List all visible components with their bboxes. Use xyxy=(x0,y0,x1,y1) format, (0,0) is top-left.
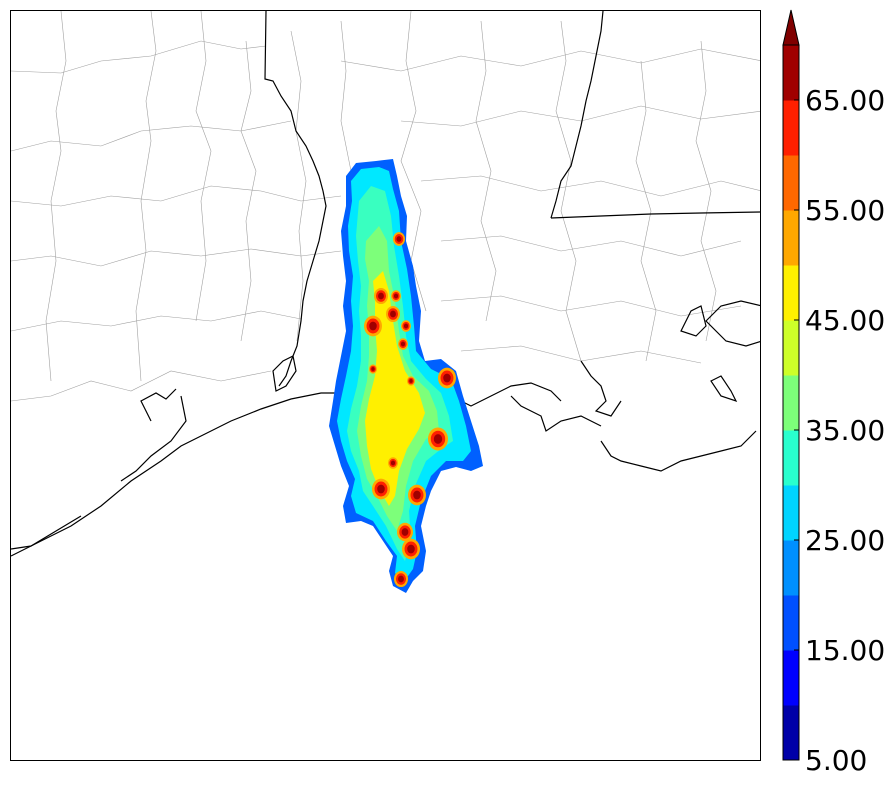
colorbar-tick-label: 65.00 xyxy=(805,84,885,117)
colorbar-tick-labels: 5.00 15.00 25.00 35.00 45.00 55.00 65.00 xyxy=(805,84,885,777)
reflectivity-field xyxy=(329,159,483,593)
county-boundaries xyxy=(11,11,760,402)
storm-cell xyxy=(390,310,396,318)
storm-cell xyxy=(398,575,404,583)
colorbar-band xyxy=(783,375,799,431)
colorbar-frame xyxy=(782,44,800,761)
colorbar-tick-label: 35.00 xyxy=(805,414,885,447)
colorbar: 5.00 15.00 25.00 35.00 45.00 55.00 65.00 xyxy=(782,9,885,777)
colorbar-band xyxy=(783,705,799,761)
storm-cell xyxy=(396,236,402,242)
colorbar-ticks xyxy=(794,99,799,761)
storm-cell xyxy=(413,490,421,500)
colorbar-tick-label: 15.00 xyxy=(805,634,885,667)
colorbar-tick-label: 25.00 xyxy=(805,524,885,557)
storm-cell xyxy=(369,321,377,331)
colorbar-band xyxy=(783,485,799,541)
colorbar-band xyxy=(783,100,799,156)
colorbar-band xyxy=(783,320,799,376)
colorbar-bands xyxy=(783,45,799,761)
colorbar-band xyxy=(783,265,799,321)
storm-cell xyxy=(403,323,409,329)
map-canvas xyxy=(11,11,760,593)
colorbar-band xyxy=(783,595,799,651)
colorbar-tick-label: 45.00 xyxy=(805,304,885,337)
storm-cell xyxy=(443,373,451,383)
colorbar-tick-label: 5.00 xyxy=(805,744,867,777)
colorbar-band xyxy=(783,650,799,706)
storm-cell xyxy=(377,484,385,494)
colorbar-band xyxy=(783,540,799,596)
colorbar-tick-label: 55.00 xyxy=(805,194,885,227)
colorbar-band xyxy=(783,430,799,486)
storm-cell xyxy=(409,379,413,383)
storm-cells xyxy=(364,232,456,588)
storm-cell xyxy=(400,341,406,347)
storm-cell xyxy=(433,434,443,444)
storm-cell xyxy=(407,544,415,554)
colorbar-band xyxy=(783,45,799,101)
storm-cell xyxy=(390,460,396,466)
colorbar-band xyxy=(783,210,799,266)
storm-cell xyxy=(401,528,409,536)
map-panel xyxy=(10,10,761,761)
colorbar-band xyxy=(783,155,799,211)
colorbar-extend-arrow xyxy=(782,9,800,46)
storm-cell xyxy=(371,367,375,371)
storm-cell xyxy=(378,292,384,300)
storm-cell xyxy=(393,293,399,299)
